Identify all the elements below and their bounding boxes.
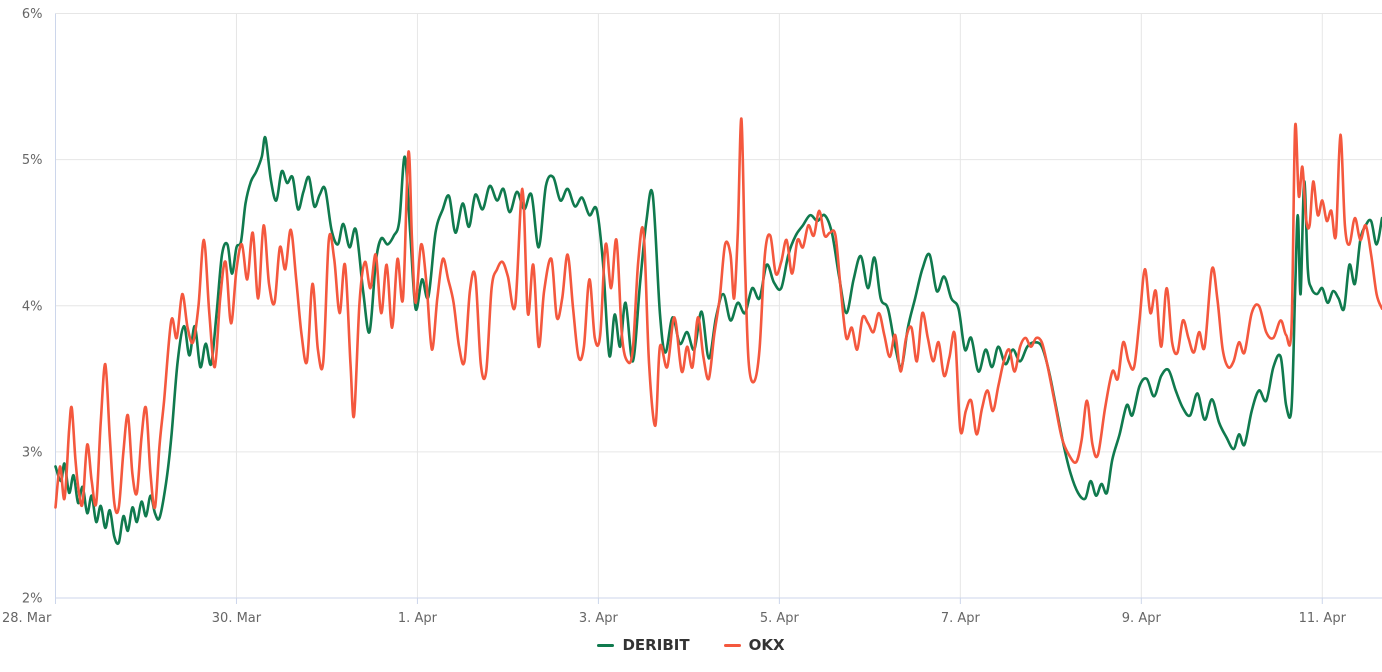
x-axis-label: 5. Apr bbox=[760, 611, 800, 626]
x-axis-label: 7. Apr bbox=[941, 611, 981, 626]
x-axis-label: 3. Apr bbox=[579, 611, 619, 626]
series-line-okx bbox=[54, 117, 1382, 515]
x-axis-label: 28. Mar bbox=[2, 611, 52, 626]
deribit-legend-label: DERIBIT bbox=[622, 636, 690, 654]
x-axis-label: 30. Mar bbox=[212, 611, 262, 626]
y-axis-label: 4% bbox=[22, 299, 43, 314]
okx-legend-label: OKX bbox=[748, 636, 785, 654]
y-axis-label: 3% bbox=[22, 445, 43, 460]
x-axis-label: 9. Apr bbox=[1122, 611, 1162, 626]
axis-labels: 2% 3% 4% 5% 6% 28. Mar 30. Mar 1. Apr 3. Apr 5. A… bbox=[2, 7, 1347, 626]
legend-item-deribit[interactable]: DERIBIT bbox=[597, 636, 690, 654]
x-axis-label: 11. Apr bbox=[1299, 611, 1347, 626]
series-line-deribit bbox=[54, 135, 1382, 546]
y-axis-label: 6% bbox=[22, 7, 43, 22]
series-lines bbox=[54, 117, 1382, 546]
deribit-line-swatch bbox=[597, 643, 615, 647]
y-axis-label: 5% bbox=[22, 153, 43, 168]
legend-item-okx[interactable]: OKX bbox=[723, 636, 785, 654]
okx-line-swatch bbox=[723, 643, 741, 647]
chart-canvas: 2% 3% 4% 5% 6% 28. Mar 30. Mar 1. Apr 3. Apr 5. A… bbox=[2, 7, 1382, 626]
x-axis-label: 1. Apr bbox=[398, 611, 438, 626]
chart-legend: DERIBIT OKX bbox=[0, 636, 1382, 654]
y-axis-label: 2% bbox=[22, 592, 43, 607]
